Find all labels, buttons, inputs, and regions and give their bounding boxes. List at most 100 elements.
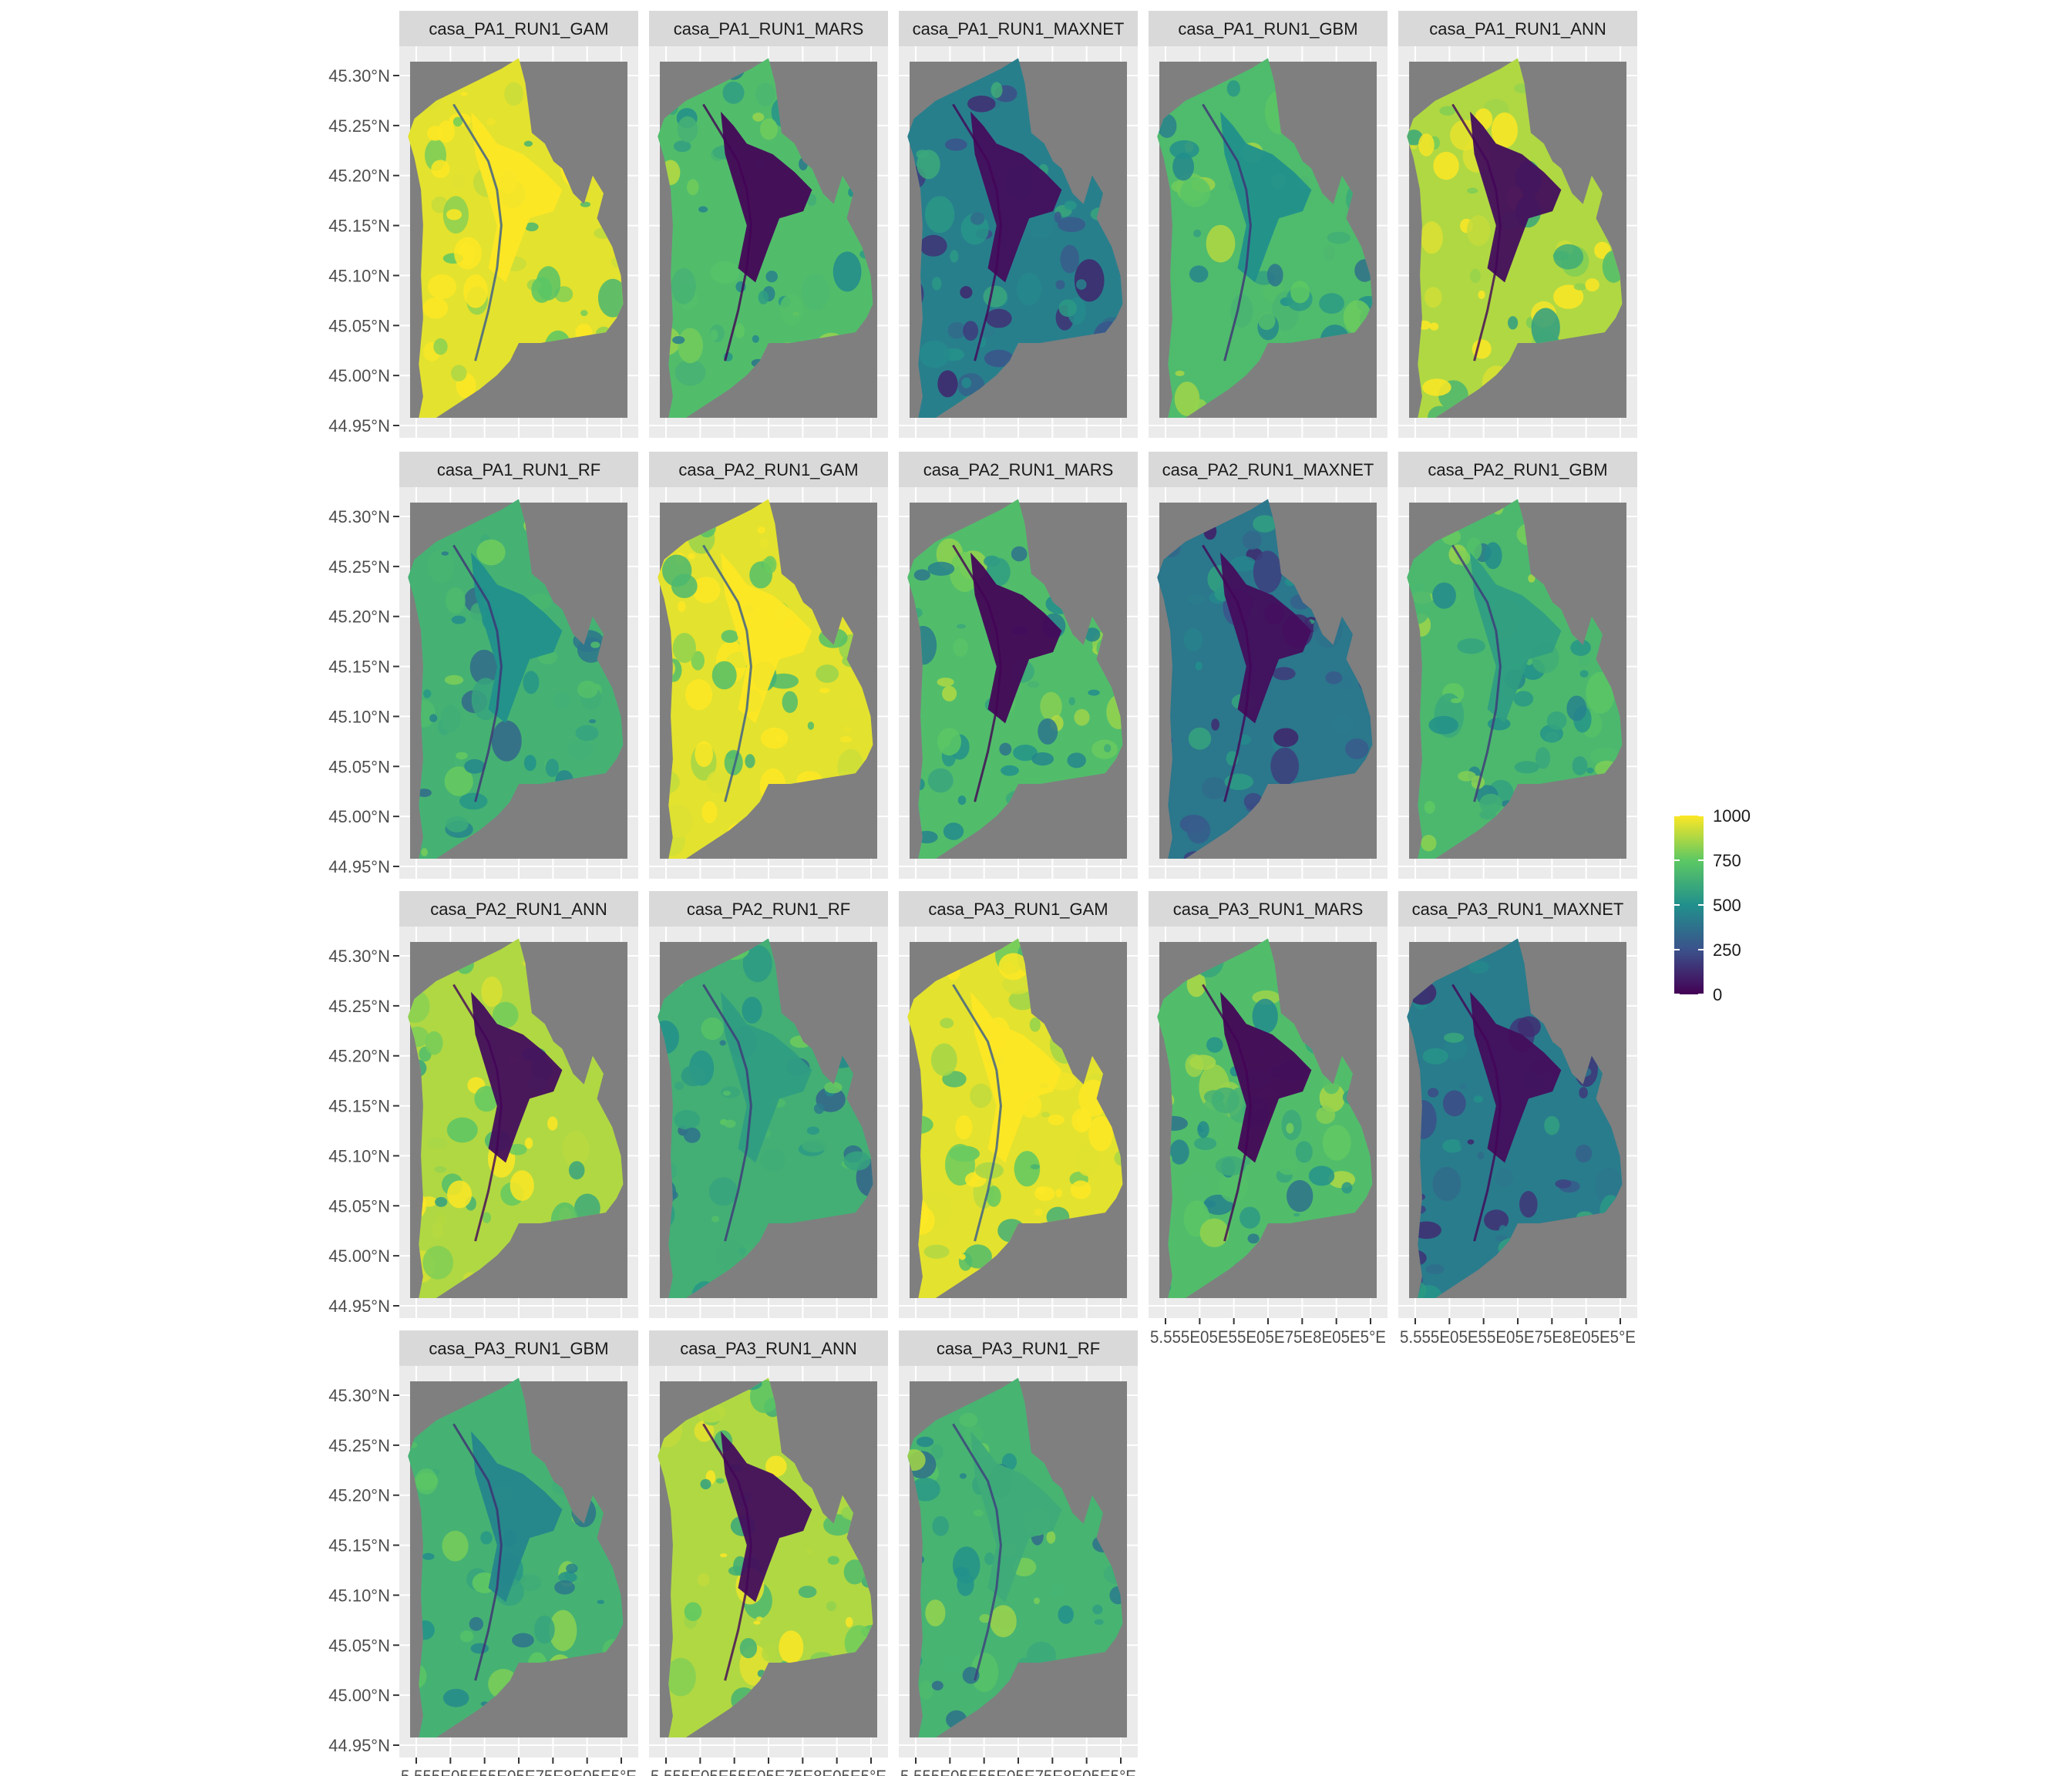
river xyxy=(952,984,1002,1242)
facet-panel-casa_PA3_RUN1_MARS: casa_PA3_RUN1_MARS xyxy=(1149,891,1388,1318)
y-tick-label: 45.20°N xyxy=(328,166,390,186)
y-tick-label: 45.25°N xyxy=(328,1436,390,1455)
urban-core xyxy=(721,1431,812,1603)
facet-strip xyxy=(1398,452,1637,487)
y-tick-label: 44.95°N xyxy=(328,857,390,876)
latitude-axis: 45.30°N 45.25°N 45.20°N 45.15°N 45.10°N 45.05… xyxy=(328,66,399,436)
facet-panel-casa_PA3_RUN1_ANN: casa_PA3_RUN1_ANN xyxy=(649,1330,888,1758)
y-tick-label: 45.15°N xyxy=(328,658,390,677)
colorbar-legend: 1000 750 500 250 0 xyxy=(1674,806,1751,1004)
x-tick-labels: 5.555E05E55E05E75E8E05E5°E xyxy=(401,1767,637,1776)
facet-panel-casa_PA1_RUN1_GAM: casa_PA1_RUN1_GAM xyxy=(399,11,638,438)
facet-title: casa_PA3_RUN1_MAXNET xyxy=(1412,900,1624,919)
longitude-axis: 5.555E05E55E05E75E8E05E5°E xyxy=(1150,1318,1386,1347)
y-tick-label: 45.30°N xyxy=(328,507,390,526)
facet-strip xyxy=(899,11,1138,46)
x-tick-labels: 5.555E05E55E05E75E8E05E5°E xyxy=(1150,1327,1386,1347)
y-tick-label: 44.95°N xyxy=(328,416,390,436)
facet-panel-casa_PA1_RUN1_ANN: casa_PA1_RUN1_ANN xyxy=(1398,11,1637,438)
facet-title: casa_PA2_RUN1_GBM xyxy=(1428,460,1607,479)
facet-strip xyxy=(399,891,638,927)
y-tick-label: 45.00°N xyxy=(328,1686,390,1705)
longitude-axis: 5.555E05E55E05E75E8E05E5°E xyxy=(651,1758,886,1776)
urban-core xyxy=(1220,991,1312,1163)
facet-strip xyxy=(1398,891,1637,927)
urban-core xyxy=(471,552,563,724)
x-tick-labels: 5.555E05E55E05E75E8E05E5°E xyxy=(1400,1327,1636,1347)
facet-title: casa_PA3_RUN1_ANN xyxy=(680,1339,856,1358)
longitude-axis: 5.555E05E55E05E75E8E05E5°E xyxy=(900,1758,1136,1776)
urban-core xyxy=(471,991,563,1163)
legend-tick-label: 1000 xyxy=(1713,806,1751,826)
facet-panel-casa_PA3_RUN1_MAXNET: casa_PA3_RUN1_MAXNET xyxy=(1398,891,1637,1318)
y-tick-label: 45.00°N xyxy=(328,807,390,826)
river xyxy=(1451,103,1502,362)
x-tick-labels: 5.555E05E55E05E75E8E05E5°E xyxy=(900,1767,1136,1776)
facet-strip xyxy=(1149,452,1388,487)
y-tick-label: 45.05°N xyxy=(328,757,390,776)
y-tick-label: 45.10°N xyxy=(328,707,390,726)
facet-title: casa_PA1_RUN1_GAM xyxy=(429,19,608,39)
urban-core xyxy=(970,1431,1062,1603)
urban-core xyxy=(970,111,1062,283)
urban-core xyxy=(471,1431,563,1603)
river xyxy=(702,103,752,362)
facet-strip xyxy=(649,1330,888,1366)
river xyxy=(702,544,752,802)
river xyxy=(1451,544,1502,802)
y-tick-label: 45.05°N xyxy=(328,1636,390,1655)
y-tick-label: 45.30°N xyxy=(328,947,390,966)
y-tick-label: 45.25°N xyxy=(328,997,390,1016)
river xyxy=(452,103,503,362)
legend-tick-label: 750 xyxy=(1713,851,1741,870)
urban-core xyxy=(1220,552,1312,724)
longitude-axes: 5.555E05E55E05E75E8E05E5°E 5.555E05E55E05… xyxy=(401,1318,1636,1776)
river xyxy=(1451,984,1502,1242)
facet-title: casa_PA1_RUN1_RF xyxy=(437,460,600,479)
longitude-axis: 5.555E05E55E05E75E8E05E5°E xyxy=(401,1758,637,1776)
facet-title: casa_PA2_RUN1_GAM xyxy=(678,460,858,479)
urban-core xyxy=(970,991,1062,1163)
urban-core xyxy=(1470,552,1562,724)
y-tick-label: 45.20°N xyxy=(328,1047,390,1066)
y-tick-label: 45.05°N xyxy=(328,316,390,335)
y-tick-label: 45.15°N xyxy=(328,1536,390,1556)
facet-strip xyxy=(399,452,638,487)
y-tick-label: 45.25°N xyxy=(328,116,390,136)
urban-core xyxy=(721,111,812,283)
facet-panel-casa_PA2_RUN1_GAM: casa_PA2_RUN1_GAM xyxy=(649,452,888,879)
river xyxy=(952,544,1002,802)
legend-tick-label: 500 xyxy=(1713,896,1741,915)
river xyxy=(452,984,503,1242)
y-tick-label: 45.25°N xyxy=(328,557,390,577)
facet-title: casa_PA2_RUN1_MAXNET xyxy=(1162,460,1374,479)
facet-panel-casa_PA2_RUN1_GBM: casa_PA2_RUN1_GBM xyxy=(1398,452,1637,879)
latitude-axis: 45.30°N 45.25°N 45.20°N 45.15°N 45.10°N 45.05… xyxy=(328,507,399,876)
facet-panel-casa_PA1_RUN1_MAXNET: casa_PA1_RUN1_MAXNET xyxy=(899,11,1138,438)
facet-panel-casa_PA1_RUN1_MARS: casa_PA1_RUN1_MARS xyxy=(649,11,888,438)
facet-panel-casa_PA2_RUN1_ANN: casa_PA2_RUN1_ANN xyxy=(399,891,638,1318)
facet-panel-casa_PA3_RUN1_GBM: casa_PA3_RUN1_GBM xyxy=(399,1330,638,1758)
y-tick-label: 44.95°N xyxy=(328,1736,390,1755)
facet-title: casa_PA1_RUN1_ANN xyxy=(1429,19,1606,39)
facet-panel-casa_PA1_RUN1_GBM: casa_PA1_RUN1_GBM xyxy=(1149,11,1388,438)
facet-title: casa_PA3_RUN1_MARS xyxy=(1173,900,1364,919)
facet-strip xyxy=(899,452,1138,487)
y-tick-label: 45.05°N xyxy=(328,1196,390,1216)
latitude-axis: 45.30°N 45.25°N 45.20°N 45.15°N 45.10°N 45.05… xyxy=(328,1386,399,1755)
y-tick-label: 45.30°N xyxy=(328,66,390,86)
facet-strip xyxy=(1149,11,1388,46)
legend-tick-label: 0 xyxy=(1713,985,1722,1004)
y-tick-label: 45.00°N xyxy=(328,1246,390,1266)
facet-panel-casa_PA2_RUN1_MAXNET: casa_PA2_RUN1_MAXNET xyxy=(1149,452,1388,879)
y-tick-label: 45.20°N xyxy=(328,607,390,627)
urban-core xyxy=(471,111,563,283)
facet-strip xyxy=(1398,11,1637,46)
facet-strip xyxy=(649,891,888,927)
facet-title: casa_PA2_RUN1_MARS xyxy=(923,460,1114,479)
longitude-axis: 5.555E05E55E05E75E8E05E5°E xyxy=(1400,1318,1636,1347)
facet-panel-casa_PA2_RUN1_RF: casa_PA2_RUN1_RF xyxy=(649,891,888,1318)
x-tick-labels: 5.555E05E55E05E75E8E05E5°E xyxy=(651,1767,886,1776)
latitude-axis: 45.30°N 45.25°N 45.20°N 45.15°N 45.10°N 45.05… xyxy=(328,947,399,1316)
